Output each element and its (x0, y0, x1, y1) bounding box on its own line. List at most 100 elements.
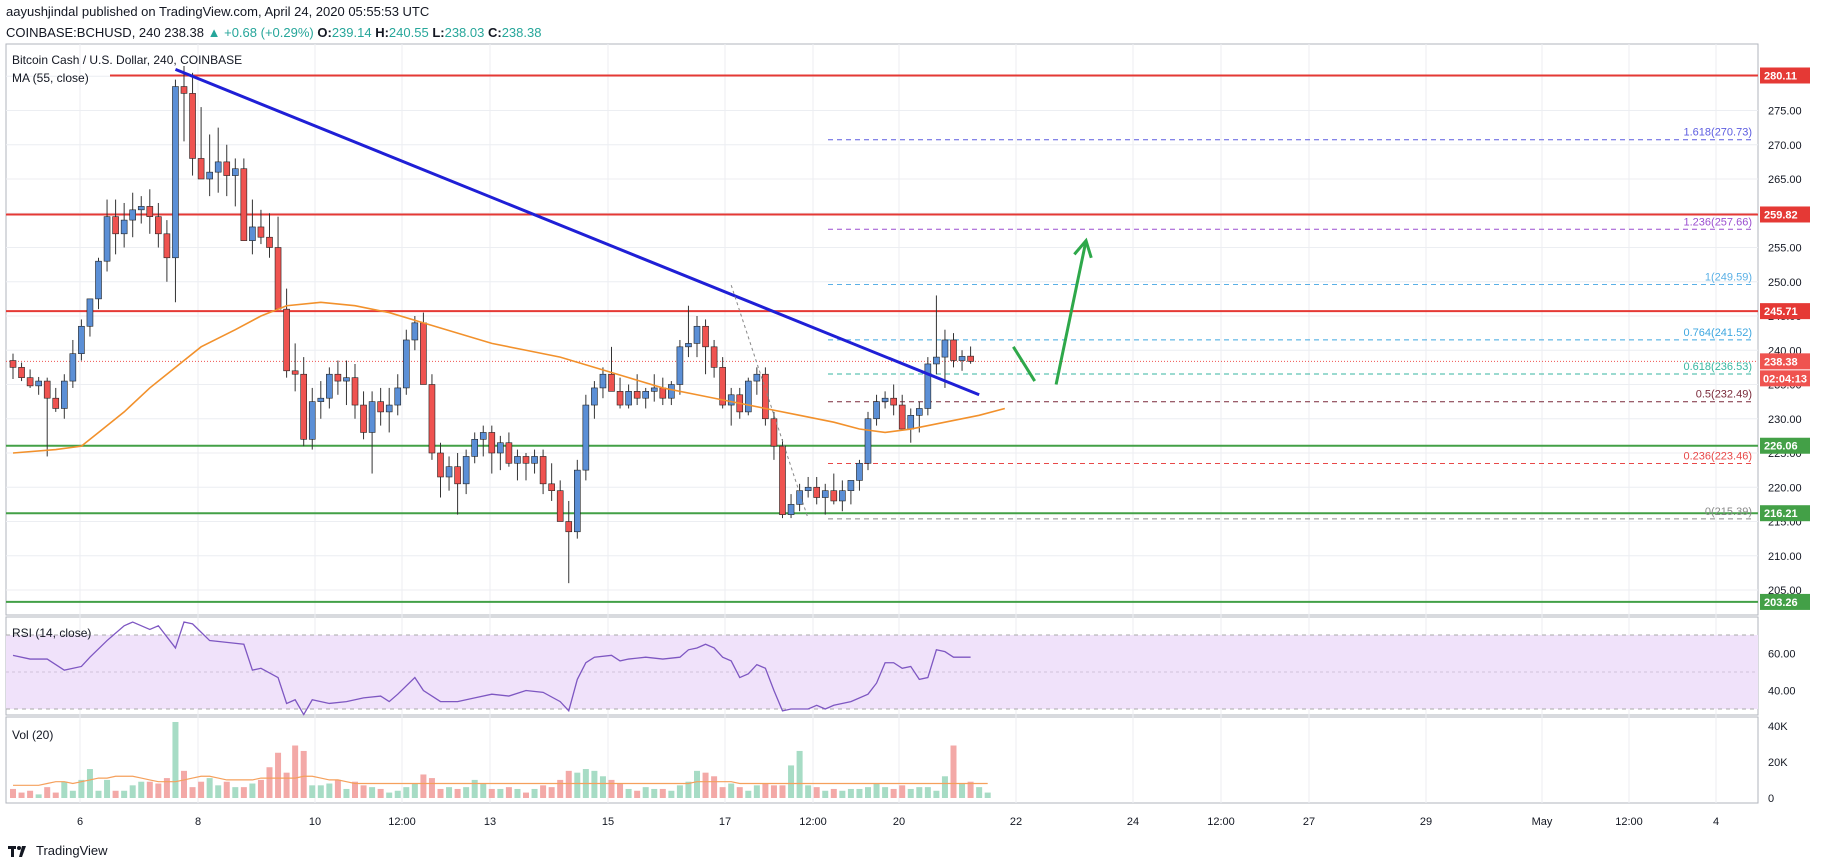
volume-bar (796, 750, 803, 798)
candle-down (762, 373, 769, 420)
countdown-tag (1760, 370, 1810, 387)
volume-bar (206, 778, 213, 798)
volume-bar (27, 790, 34, 798)
footer: TradingView (8, 843, 108, 858)
volume-bar (599, 776, 606, 798)
candle-down (565, 521, 573, 533)
volume-bar (377, 788, 384, 798)
volume-bar (779, 785, 786, 798)
volume-bar (668, 790, 675, 798)
candle-down (146, 206, 154, 217)
volume-bar (446, 787, 453, 798)
price-change: ▲ +0.68 (+0.29%) (207, 25, 314, 40)
candle-down (779, 445, 786, 515)
open-label: O: (317, 25, 332, 40)
volume-bar (61, 781, 68, 798)
candle-up (873, 401, 880, 420)
volume-bar (112, 790, 119, 798)
volume-bar (873, 783, 880, 798)
candle-up (214, 161, 222, 173)
publish-info: aayushjindal published on TradingView.co… (6, 4, 430, 19)
candle-up (95, 260, 102, 300)
volume-bar (10, 788, 16, 798)
candle-up (864, 418, 872, 464)
volume-bar (266, 767, 273, 798)
volume-bar (924, 787, 931, 798)
candle-up (445, 466, 453, 478)
candle-up (924, 363, 932, 409)
volume-pane-frame (5, 716, 1759, 804)
volume-bar (634, 790, 641, 798)
candle-up (625, 391, 632, 406)
price-tick-label: 220.00 (1768, 482, 1802, 494)
candle-down (377, 401, 384, 413)
close-value: 238.38 (501, 25, 542, 40)
price-tag-label: 280.11 (1764, 70, 1797, 82)
chart-title: Bitcoin Cash / U.S. Dollar, 240, COINBAS… (12, 53, 242, 67)
price-tag-label: 226.06 (1764, 441, 1798, 453)
volume-bar (950, 745, 957, 798)
time-tick-label: 12:00 (1207, 816, 1235, 828)
volume-bar (497, 788, 504, 798)
volume-bar (369, 787, 376, 798)
last-price-tag (1760, 353, 1810, 370)
volume-bar (548, 787, 555, 798)
volume-bar (454, 788, 461, 798)
countdown-label: 02:04:13 (1763, 373, 1807, 385)
candle-down (488, 432, 496, 454)
fib-level-label: 0.5(232.49) (1696, 389, 1752, 401)
price-tick-label: 210.00 (1768, 551, 1802, 563)
fib-level-label: 0(215.39) (1705, 506, 1752, 518)
volume-bar (694, 770, 700, 798)
candle-up (676, 346, 684, 385)
volume-bar (505, 787, 512, 798)
candle-up (120, 219, 128, 235)
high-value: 240.55 (388, 25, 429, 40)
candle-up (907, 415, 915, 430)
candle-up (308, 401, 316, 440)
price-tag (1760, 437, 1810, 454)
volume-bar (189, 787, 196, 798)
fib-level-label: 1(249.59) (1705, 272, 1752, 284)
volume-pane (10, 721, 991, 798)
volume-bar (728, 783, 735, 798)
time-tick-label: 22 (1010, 816, 1022, 828)
candle-down (291, 370, 299, 375)
candle-down (890, 397, 897, 406)
candle-down (437, 452, 444, 478)
candle-down (112, 216, 119, 235)
candle-down (420, 322, 427, 385)
volume-bar (275, 752, 282, 798)
ma-legend: MA (55, close) (12, 71, 89, 85)
moving-average (12, 301, 1006, 454)
time-tick-label: 24 (1127, 816, 1139, 828)
volume-bar (959, 783, 966, 798)
volume-legend: Vol (20) (12, 728, 53, 742)
low-label: L: (432, 25, 445, 40)
fib-level-label: 1.236(257.66) (1684, 216, 1753, 228)
volume-bar (386, 792, 393, 798)
price-tick-label: 255.00 (1768, 243, 1802, 255)
candle-up (821, 490, 829, 498)
candle-down (556, 490, 564, 522)
volume-bar (394, 790, 401, 798)
volume-bar (428, 778, 435, 798)
tradingview-brand: TradingView (36, 843, 108, 858)
volume-bar (625, 788, 632, 798)
candle-down (898, 404, 906, 430)
candle-down (505, 442, 513, 464)
volume-bar (129, 785, 136, 798)
candle-down (710, 346, 718, 368)
candle-up (462, 456, 470, 485)
volume-bar (907, 788, 914, 798)
candle-up (326, 373, 333, 399)
volume-bar (659, 788, 666, 798)
volume-bar (411, 783, 418, 798)
volume-bar (155, 783, 162, 798)
candle-up (343, 377, 350, 382)
price-tag (1760, 206, 1810, 223)
volume-tick-label: 0 (1768, 793, 1774, 805)
price-tick-label: 275.00 (1768, 106, 1802, 118)
volume-bar (138, 781, 145, 798)
